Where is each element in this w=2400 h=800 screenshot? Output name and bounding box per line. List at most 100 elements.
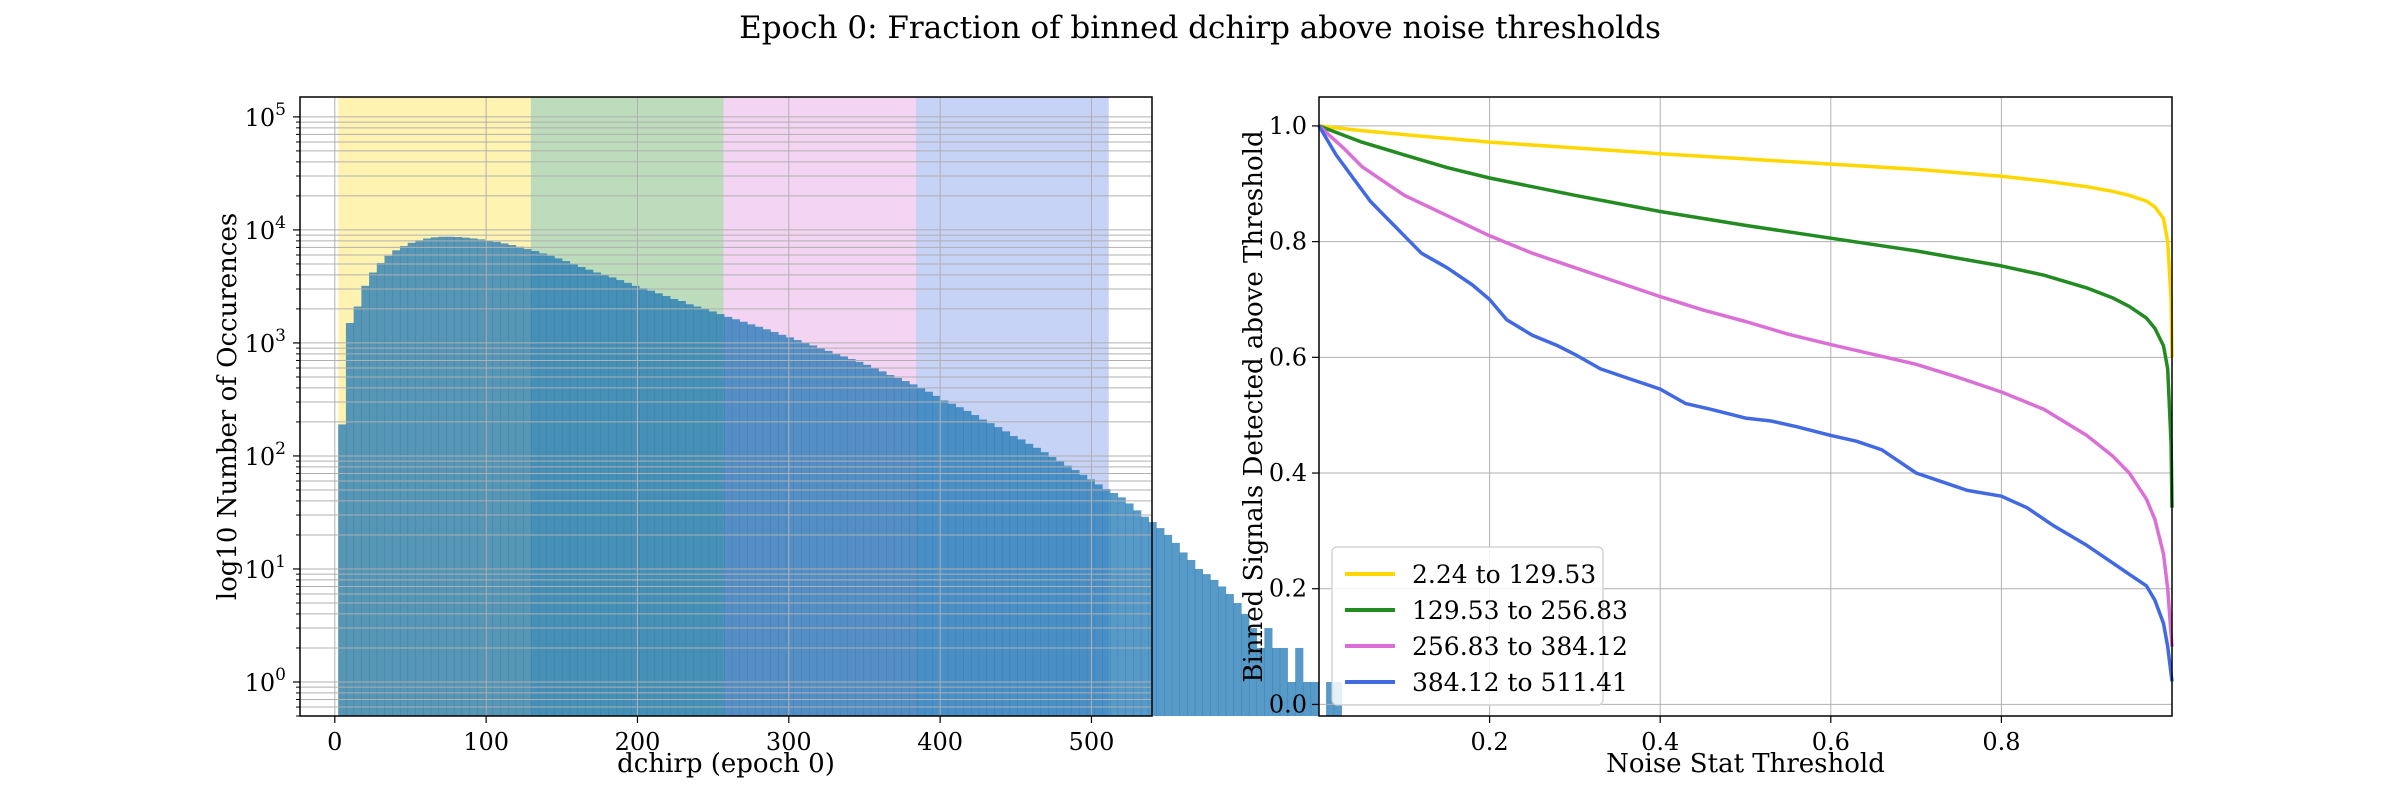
- histogram-bar: [592, 272, 602, 716]
- histogram-bar: [947, 403, 957, 716]
- histogram-bar: [978, 419, 987, 716]
- histogram-bar: [955, 407, 964, 716]
- histogram-bar: [1302, 681, 1312, 716]
- histogram-bar: [654, 293, 663, 716]
- histogram-bar: [924, 391, 933, 716]
- histogram-bar: [608, 277, 617, 716]
- histogram-bar: [917, 387, 926, 716]
- histogram-bar: [1063, 465, 1072, 716]
- x-tick-label: 0.8: [1982, 728, 2020, 756]
- histogram-bar: [446, 236, 455, 716]
- histogram-bar: [1109, 493, 1119, 716]
- histogram-bar: [778, 334, 787, 716]
- histogram-bar: [685, 304, 694, 716]
- x-tick-label: 500: [1069, 728, 1115, 756]
- histogram-bar: [639, 288, 648, 716]
- histogram-bar: [870, 368, 879, 716]
- legend-label-1: 2.24 to 129.53: [1412, 560, 1596, 589]
- histogram-bar: [477, 239, 486, 716]
- histogram-bar: [1256, 647, 1265, 716]
- histogram-bar: [708, 311, 717, 716]
- histogram-bar: [1117, 497, 1126, 716]
- y-tick-label: 1.0: [1269, 112, 1307, 140]
- histogram-bar: [785, 337, 794, 716]
- histogram-bar: [1156, 528, 1165, 716]
- histogram-bar: [577, 266, 586, 716]
- histogram-bar: [824, 350, 833, 716]
- histogram-bar: [461, 237, 470, 716]
- series-line-1: [1318, 124, 2174, 358]
- histogram-bar: [816, 348, 825, 716]
- histogram-bar: [1040, 452, 1049, 716]
- histogram-bar: [700, 308, 710, 716]
- histogram-bar: [1079, 474, 1088, 716]
- x-tick-label: 100: [463, 728, 509, 756]
- histogram-bar: [754, 326, 764, 716]
- histogram-bar: [770, 331, 779, 716]
- histogram-bar: [392, 250, 401, 716]
- legend-label-4: 384.12 to 511.41: [1412, 668, 1628, 697]
- histogram-bar: [1164, 534, 1173, 716]
- histogram-bar: [1140, 516, 1149, 716]
- legend-label-3: 256.83 to 384.12: [1412, 632, 1628, 661]
- histogram-bar: [855, 361, 864, 716]
- axes-frame: [299, 96, 1153, 717]
- y-tick-label: 105: [245, 100, 286, 132]
- x-axis-label: Noise Stat Threshold: [1606, 749, 1885, 779]
- figure-title: Epoch 0: Fraction of binned dchirp above…: [739, 10, 1661, 46]
- histogram-bar: [1194, 568, 1204, 716]
- histogram-bar: [492, 241, 501, 717]
- histogram-bar: [1218, 586, 1227, 716]
- y-tick-label: 101: [245, 552, 286, 584]
- x-tick-label: 0.4: [1641, 728, 1679, 756]
- histogram-bar: [893, 377, 903, 716]
- histogram-bar: [677, 300, 686, 716]
- histogram-bar: [1295, 647, 1304, 716]
- histogram-bar: [1125, 503, 1134, 716]
- histogram-bar: [1279, 647, 1288, 716]
- series-line-2: [1318, 124, 2174, 508]
- histogram-bar: [1133, 510, 1142, 716]
- histogram-bar: [469, 238, 478, 716]
- histogram-bar: [338, 424, 347, 716]
- y-axis-label: log10 Number of Occurences: [213, 213, 243, 600]
- x-tick-label: 300: [766, 728, 812, 756]
- histogram-bar: [724, 316, 733, 716]
- y-tick-label: 100: [245, 665, 286, 697]
- histogram-bar: [1017, 439, 1026, 716]
- histogram-bar: [1287, 681, 1296, 716]
- histogram-bar: [546, 255, 555, 717]
- x-tick-label: 0: [327, 728, 342, 756]
- histogram-bar: [1032, 447, 1041, 716]
- y-axis-label: Binned Signals Detected above Threshold: [1239, 130, 1269, 682]
- histogram-bar: [878, 371, 887, 716]
- histogram-bar: [1171, 542, 1180, 716]
- histogram-bar: [407, 242, 416, 717]
- histogram-bar: [1202, 574, 1211, 716]
- histogram-bar: [1326, 681, 1335, 716]
- histogram-bar: [384, 255, 393, 717]
- histogram-bar: [1094, 484, 1103, 716]
- histogram-bar: [1086, 479, 1095, 716]
- histogram-bar: [747, 324, 756, 716]
- histogram-bar: [762, 329, 771, 716]
- histogram-bar: [839, 356, 848, 716]
- histogram-bar: [670, 298, 679, 716]
- histogram-bar: [901, 381, 910, 716]
- legend-label-2: 129.53 to 256.83: [1412, 596, 1628, 625]
- histogram-bar: [886, 375, 895, 716]
- histogram-bar: [1187, 560, 1196, 716]
- histogram-bar: [693, 306, 702, 716]
- histogram-bar: [600, 274, 609, 716]
- series-line-4: [1317, 125, 2174, 682]
- histogram-bar: [932, 395, 941, 716]
- histogram-bar: [662, 296, 671, 716]
- x-tick-label: 200: [615, 728, 661, 756]
- histogram-bar: [1248, 628, 1258, 716]
- histogram-bar: [863, 364, 872, 716]
- y-tick-label: 0.0: [1269, 690, 1307, 718]
- histogram-bar: [353, 306, 362, 716]
- histogram-bar: [500, 243, 509, 717]
- histogram-bar: [623, 282, 632, 716]
